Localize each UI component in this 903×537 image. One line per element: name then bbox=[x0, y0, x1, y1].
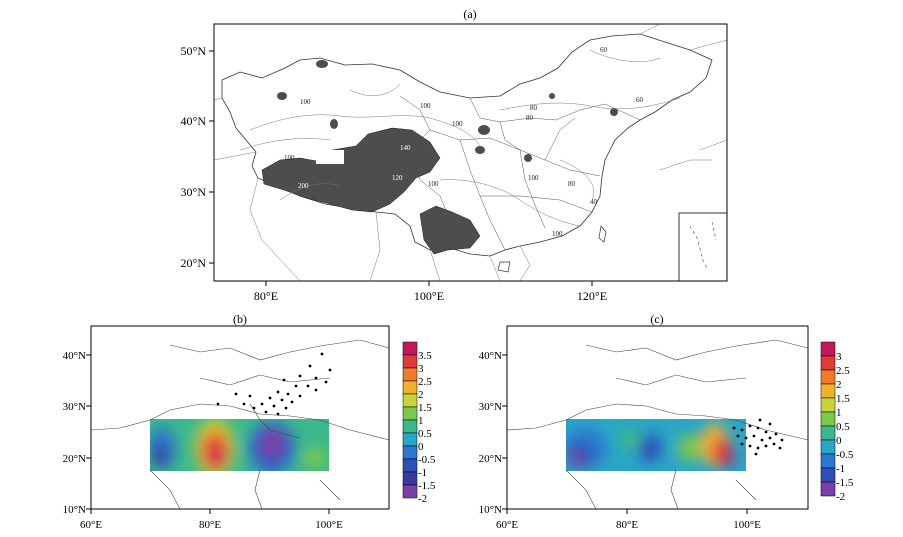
panel-c-map bbox=[507, 339, 808, 509]
south-china-sea-inset bbox=[678, 212, 727, 281]
lon-label: 80°E bbox=[616, 519, 638, 531]
contour-label: 140 bbox=[400, 144, 411, 152]
contour-label: 200 bbox=[298, 182, 309, 190]
lon-label: 100°E bbox=[315, 519, 343, 531]
colorbar-tick: -0.5 bbox=[418, 454, 436, 466]
lat-label: 30°N bbox=[479, 401, 502, 413]
colorbar-tick: 0 bbox=[418, 441, 424, 453]
colorbar-tick: 3 bbox=[836, 351, 842, 363]
contour-label: 100 bbox=[552, 230, 563, 238]
colorbar-tick: 1 bbox=[418, 415, 424, 427]
panel-b-map bbox=[91, 339, 389, 509]
lat-label: 30°N bbox=[181, 185, 207, 199]
neighbour-lines bbox=[214, 24, 727, 281]
lon-label: 80°E bbox=[254, 289, 278, 303]
colorbar-tick: 0 bbox=[836, 435, 842, 447]
colorbar-tick: -1.5 bbox=[836, 477, 854, 489]
panel-a-caption: (a) bbox=[463, 7, 476, 21]
colorbar-tick: 0.5 bbox=[836, 421, 850, 433]
panel-c-caption: (c) bbox=[650, 312, 663, 326]
colorbar-tick: 3.5 bbox=[418, 350, 432, 362]
lat-label: 10°N bbox=[479, 504, 502, 516]
contour-label: 80 bbox=[530, 104, 538, 112]
colorbar-b bbox=[402, 341, 418, 499]
contour-label: 100 bbox=[284, 154, 295, 162]
panel-b-caption: (b) bbox=[233, 312, 247, 326]
lat-label: 40°N bbox=[181, 114, 207, 128]
lat-label: 40°N bbox=[63, 350, 86, 362]
colorbar-tick: 1.5 bbox=[418, 402, 432, 414]
panel-c-frame bbox=[506, 325, 809, 510]
contour-label: 80 bbox=[526, 114, 534, 122]
panel-a-map: 100 100 140 100 120 100 200 100 100 80 8… bbox=[214, 24, 727, 281]
shaded-plateau bbox=[261, 127, 441, 213]
colorbar-tick: -2 bbox=[418, 493, 427, 505]
colorbar-tick: 2.5 bbox=[836, 365, 850, 377]
colorbar-c bbox=[820, 341, 836, 497]
taiwan bbox=[598, 225, 607, 243]
china-boundary bbox=[221, 33, 713, 257]
colorbar-tick: 3 bbox=[418, 363, 424, 375]
lat-label: 20°N bbox=[181, 256, 207, 270]
colorbar-tick: -0.5 bbox=[836, 449, 854, 461]
lat-label: 40°N bbox=[479, 350, 502, 362]
lat-label: 20°N bbox=[63, 453, 86, 465]
shaded-yunnan bbox=[419, 205, 481, 255]
hainan bbox=[497, 261, 511, 273]
lon-label: 100°E bbox=[733, 519, 761, 531]
contour-label: 80 bbox=[568, 180, 576, 188]
colorbar-tick: 0.5 bbox=[418, 428, 432, 440]
contour-label: 120 bbox=[392, 174, 403, 182]
lat-label: 30°N bbox=[63, 401, 86, 413]
colorbar-tick: 2 bbox=[418, 389, 424, 401]
lon-label: 60°E bbox=[80, 519, 102, 531]
lon-label: 120°E bbox=[577, 289, 607, 303]
contour-label: 60 bbox=[636, 96, 644, 104]
contour-label: 100 bbox=[428, 180, 439, 188]
colorbar-tick: 1 bbox=[836, 407, 842, 419]
contour-label: 40 bbox=[590, 198, 598, 206]
lon-label: 80°E bbox=[199, 519, 221, 531]
panel-a-frame bbox=[213, 23, 728, 282]
contour-label: 100 bbox=[420, 102, 431, 110]
lat-label: 50°N bbox=[181, 44, 207, 58]
lat-label: 20°N bbox=[479, 453, 502, 465]
station-dots bbox=[216, 352, 332, 416]
station-dots bbox=[732, 418, 784, 456]
lon-label: 60°E bbox=[496, 519, 518, 531]
colorbar-tick: -1 bbox=[418, 467, 427, 479]
contours bbox=[239, 49, 681, 227]
panel-a-axes bbox=[209, 50, 593, 286]
contour-label: 100 bbox=[300, 98, 311, 106]
colorbar-tick: -2 bbox=[836, 491, 845, 503]
contour-label: 100 bbox=[452, 120, 463, 128]
colorbar-tick: 1.5 bbox=[836, 393, 850, 405]
colorbar-tick: 2 bbox=[836, 379, 842, 391]
colorbar-tick: -1 bbox=[836, 463, 845, 475]
colorbar-tick: -1.5 bbox=[418, 480, 436, 492]
lon-label: 100°E bbox=[414, 289, 444, 303]
panel-b-frame bbox=[90, 325, 390, 510]
colorbar-tick: 2.5 bbox=[418, 376, 432, 388]
contour-label: 100 bbox=[528, 174, 539, 182]
contour-label: 60 bbox=[600, 46, 608, 54]
lat-label: 10°N bbox=[63, 504, 86, 516]
